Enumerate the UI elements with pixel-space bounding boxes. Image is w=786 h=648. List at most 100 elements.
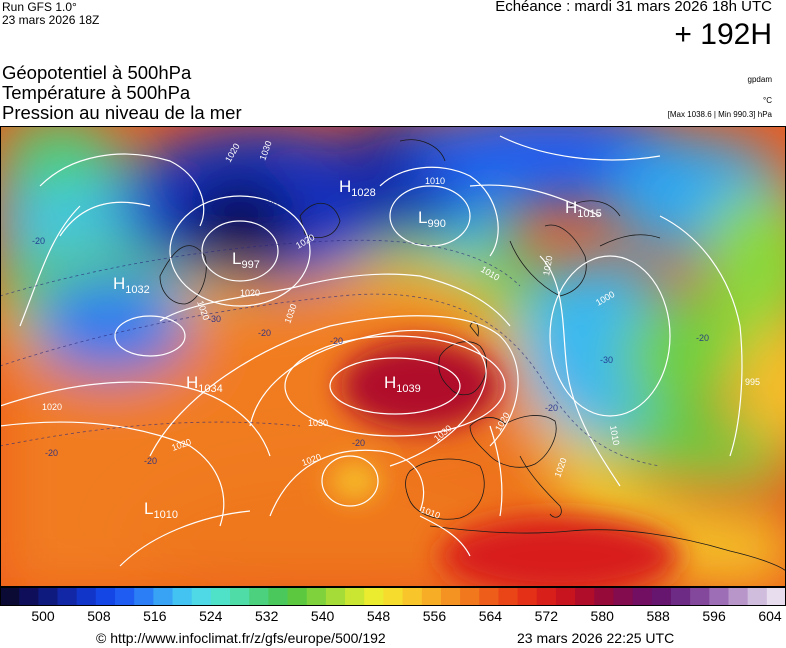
scale-swatch — [325, 587, 346, 606]
scale-swatch — [210, 587, 231, 606]
scale-swatch — [134, 587, 154, 606]
unit-pressure-range: [Max 1038.6 | Min 990.3] hPa — [667, 110, 772, 119]
scale-swatch — [651, 587, 672, 606]
scale-swatch — [249, 587, 269, 606]
temperature-label: -30 — [208, 314, 221, 324]
unit-gpdam: gpdam — [747, 75, 772, 84]
pressure-center: L1010 — [144, 499, 178, 521]
pressure-center: H1034 — [186, 373, 223, 395]
scale-swatch — [364, 587, 384, 606]
scale-swatch — [498, 587, 519, 606]
temperature-label: -30 — [600, 355, 613, 365]
temperature-label: -20 — [330, 336, 343, 346]
scale-swatch — [0, 587, 20, 606]
temperature-label: -20 — [144, 456, 157, 466]
scale-swatch — [632, 587, 653, 606]
scale-swatch — [421, 587, 442, 606]
scale-swatch — [402, 587, 423, 606]
pressure-centers: H1032 H1028 L990 H1015 L997 H1034 H1039 … — [113, 177, 602, 521]
temperature-labels: -30 -20 -30 -20 -20 -20 -20 -20 -20 -20 … — [32, 198, 709, 466]
scale-swatch — [670, 587, 691, 606]
isobar-label: 1010 — [608, 425, 621, 446]
scale-tick-label: 604 — [758, 608, 782, 624]
temperature-label: -20 — [258, 328, 271, 338]
scale-swatch — [306, 587, 327, 606]
scale-tick-label: 548 — [366, 608, 391, 624]
isobar-label: 1020 — [42, 402, 62, 412]
generated-date: 23 mars 2026 22:25 UTC — [517, 630, 675, 646]
pressure-center: H1028 — [339, 177, 376, 199]
scale-swatch — [38, 587, 59, 606]
temperature-label: -20 — [32, 236, 45, 246]
isobars — [0, 135, 743, 567]
scale-swatch — [345, 587, 365, 606]
scale-swatch — [191, 587, 212, 606]
scale-tick-label: 500 — [31, 608, 55, 624]
scale-swatch — [115, 587, 135, 606]
isobar-label: 1020 — [240, 288, 260, 298]
scale-tick-label: 556 — [422, 608, 447, 624]
scale-swatch — [57, 587, 78, 606]
isobar-label: 1030 — [308, 418, 328, 428]
scale-swatch — [460, 587, 480, 606]
scale-swatch — [19, 587, 39, 606]
pressure-center: H1015 — [565, 198, 602, 220]
isobar-label: 1020 — [541, 255, 554, 276]
scale-swatch — [690, 587, 710, 606]
scale-swatch — [747, 587, 768, 606]
scale-tick-label: 588 — [646, 608, 670, 624]
scale-tick-label: 516 — [143, 608, 167, 624]
coastlines — [159, 139, 786, 572]
scale-swatch — [709, 587, 729, 606]
temperature-label: -20 — [696, 333, 709, 343]
forecast-map: H1032 H1028 L990 H1015 L997 H1034 H1039 … — [0, 126, 786, 587]
scale-ticks: 500 508 516 524 532 540 548 556 564 572 580 588 596 6… — [0, 608, 786, 626]
scale-tick-label: 572 — [534, 608, 558, 624]
run-date: 23 mars 2026 18Z — [2, 13, 100, 27]
scale-swatch — [230, 587, 250, 606]
warm-core — [330, 341, 680, 587]
scale-tick-label: 596 — [702, 608, 726, 624]
scale-swatch — [383, 587, 404, 606]
pressure-center: H1039 — [384, 373, 421, 395]
scale-tick-label: 540 — [310, 608, 335, 624]
param-geopotential: Géopotentiel à 500hPa — [2, 62, 192, 83]
temperature-label: -20 — [545, 403, 558, 413]
temperature-label: -30 — [265, 198, 278, 208]
param-pressure: Pression au niveau de la mer — [2, 102, 242, 123]
unit-celsius: °C — [763, 96, 772, 105]
pressure-center: L990 — [418, 208, 446, 230]
temperature-label: -20 — [352, 438, 365, 448]
scale-swatch — [440, 587, 461, 606]
source-credit: © http://www.infoclimat.fr/z/gfs/europe/… — [96, 630, 386, 646]
scale-swatch — [575, 587, 595, 606]
scale-swatch — [95, 587, 116, 606]
scale-swatch — [517, 587, 538, 606]
scale-swatch — [613, 587, 634, 606]
scale-swatch — [287, 587, 308, 606]
scale-swatch — [766, 587, 786, 606]
scale-swatch — [172, 587, 193, 606]
scale-tick-label: 524 — [199, 608, 223, 624]
color-scale — [0, 587, 786, 606]
scale-swatch — [268, 587, 289, 606]
scale-swatch — [594, 587, 614, 606]
param-temperature: Température à 500hPa — [2, 82, 191, 103]
scale-swatch — [479, 587, 499, 606]
scale-swatch — [536, 587, 557, 606]
pressure-center: H1032 — [113, 274, 150, 296]
pressure-center: L997 — [232, 249, 260, 271]
scale-tick-label: 508 — [87, 608, 111, 624]
scale-swatch — [153, 587, 174, 606]
isobar-label: 995 — [745, 377, 760, 387]
scale-swatch — [555, 587, 576, 606]
scale-tick-label: 580 — [590, 608, 614, 624]
lead-time: + 192H — [674, 18, 772, 51]
scale-swatch — [76, 587, 97, 606]
scale-tick-label: 532 — [255, 608, 279, 624]
isobar-label: 1010 — [425, 176, 445, 186]
temperature-label: -20 — [45, 448, 58, 458]
isotherms — [0, 239, 661, 467]
scale-tick-label: 564 — [478, 608, 503, 624]
forecast-valid-time: Echéance : mardi 31 mars 2026 18h UTC — [495, 0, 772, 15]
